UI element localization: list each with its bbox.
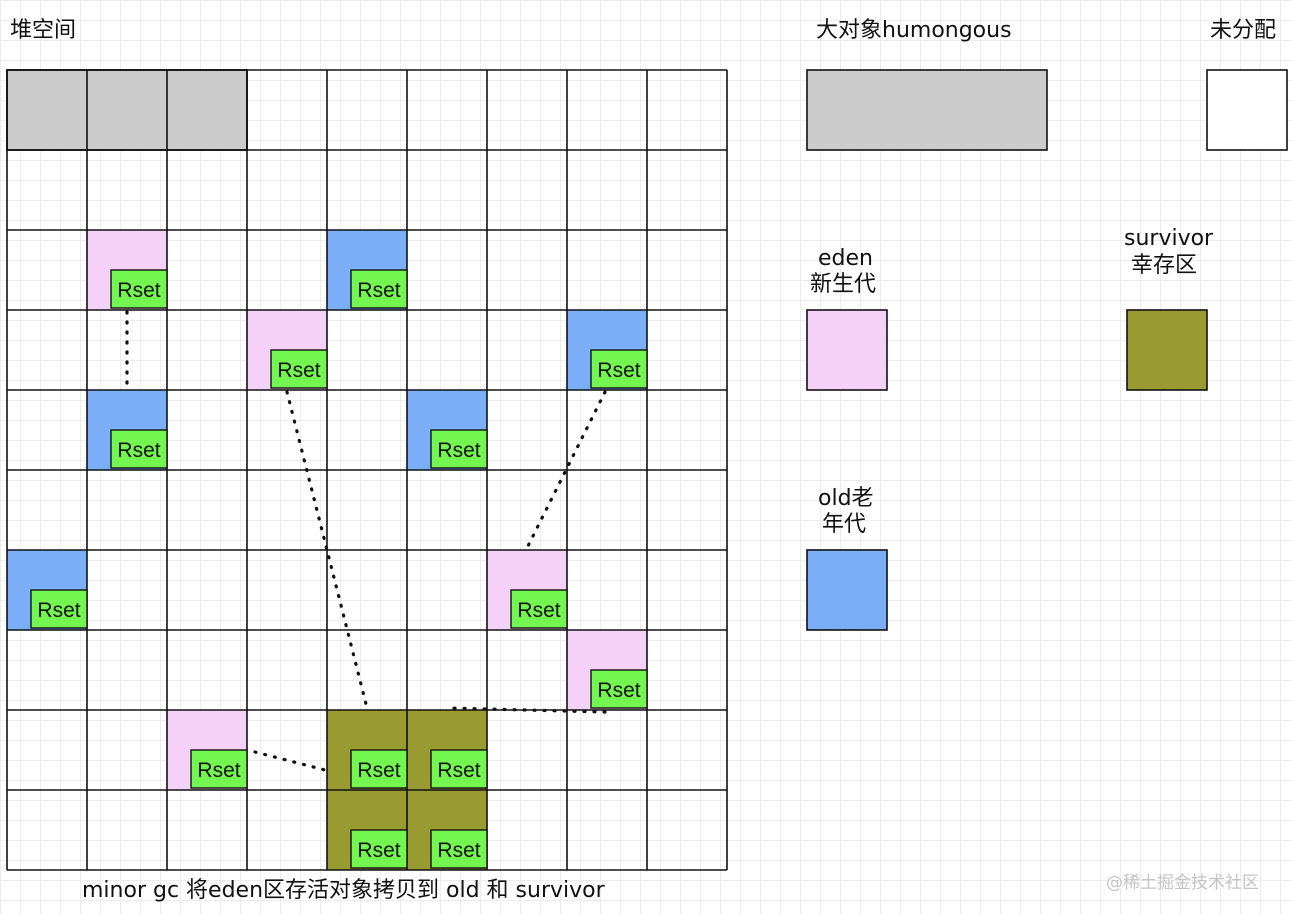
reference-line: [285, 390, 369, 710]
rset-label: Rset: [357, 279, 400, 302]
legend-humongous-swatch: [806, 69, 1048, 151]
legend-survivor-label-1: survivor: [1124, 226, 1214, 251]
rset-box: [510, 589, 568, 629]
heap-title: 堆空间: [10, 18, 77, 43]
rset-label: Rset: [37, 599, 80, 622]
rset-label: Rset: [437, 439, 480, 462]
reference-line: [445, 706, 607, 714]
watermark: @稀土掘金技术社区: [1106, 873, 1259, 893]
rset-box: [430, 749, 488, 789]
rset-label: Rset: [357, 759, 400, 782]
rset-box: [430, 829, 488, 869]
rset-box: [190, 749, 248, 789]
legend-survivor-swatch: [1126, 309, 1208, 391]
humongous-region: [7, 70, 247, 150]
legend-eden-label-2: 新生代: [810, 272, 877, 297]
rset-label: Rset: [437, 839, 480, 862]
rset-box: [590, 669, 648, 709]
legend-old-swatch: [806, 549, 888, 631]
reference-line: [525, 390, 607, 550]
rset-label: Rset: [197, 759, 240, 782]
rset-box: [590, 349, 648, 389]
rset-label: Rset: [277, 359, 320, 382]
rset-box: [110, 269, 168, 309]
legend-survivor-label-2: 幸存区: [1131, 253, 1198, 278]
rset-label: Rset: [117, 279, 160, 302]
humongous-outline: [6, 69, 248, 151]
rset-box: [350, 749, 408, 789]
rset-box: [350, 269, 408, 309]
rset-label: Rset: [597, 679, 640, 702]
legend-unallocated-swatch: [1206, 69, 1288, 151]
legend-old-label-2: 年代: [822, 512, 867, 537]
rset-label: Rset: [357, 839, 400, 862]
rset-box: [30, 589, 88, 629]
legend-humongous-label: 大对象humongous: [816, 18, 1012, 43]
rset-label: Rset: [517, 599, 560, 622]
reference-line: [253, 750, 327, 772]
rset-label: Rset: [597, 359, 640, 382]
legend-eden-label-1: eden: [818, 246, 873, 271]
rset-box: [110, 429, 168, 469]
rset-label: Rset: [117, 439, 160, 462]
rset-label: Rset: [437, 759, 480, 782]
legend-old-label-1: old老: [818, 486, 874, 511]
rset-box: [430, 429, 488, 469]
caption: minor gc 将eden区存活对象拷贝到 old 和 survivor: [82, 878, 605, 903]
rset-box: [270, 349, 328, 389]
legend-unallocated-label: 未分配: [1210, 18, 1277, 43]
rset-box: [350, 829, 408, 869]
legend-eden-swatch: [806, 309, 888, 391]
